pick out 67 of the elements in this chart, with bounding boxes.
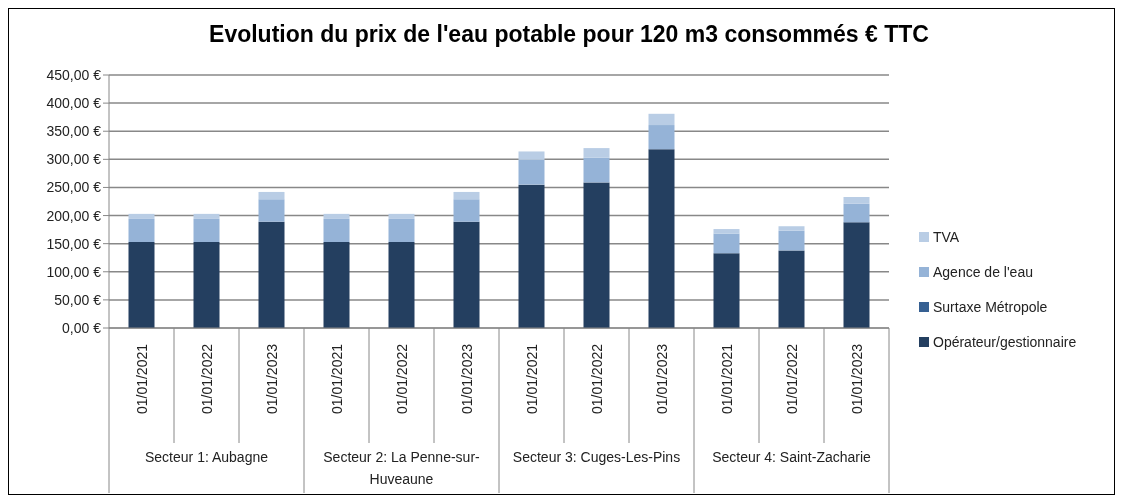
bar [518, 159, 545, 185]
bar [843, 222, 870, 328]
x-tick-label: 01/01/2023 [458, 343, 475, 415]
x-tick-label: 01/01/2021 [718, 343, 735, 415]
bar [128, 213, 155, 219]
legend-label: Opérateur/gestionnaire [933, 333, 1077, 350]
bar [323, 241, 350, 328]
x-tick-label: 01/01/2022 [198, 343, 215, 415]
text: Secteur 1: Aubagne [144, 448, 269, 467]
bar [843, 203, 870, 223]
x-tick-label: 01/01/2023 [653, 343, 670, 415]
bar [648, 125, 675, 150]
bar [258, 221, 285, 328]
x-tick-label: 01/01/2021 [133, 343, 150, 415]
legend-label: Surtaxe Métropole [933, 298, 1048, 315]
bar [128, 241, 155, 328]
y-tick-label: 100,00 € [46, 263, 102, 280]
bar [518, 184, 545, 328]
bar [388, 213, 415, 219]
bar [648, 113, 675, 126]
y-tick-label: 200,00 € [46, 207, 102, 224]
y-tick-label: 300,00 € [46, 151, 102, 168]
bar [713, 253, 740, 328]
y-tick-label: 250,00 € [46, 179, 102, 196]
x-tick-label: 01/01/2023 [848, 343, 865, 415]
legend-label: Agence de l'eau [933, 263, 1033, 280]
bar [713, 229, 740, 234]
bar [128, 218, 155, 242]
legend-label: TVA [933, 228, 960, 245]
bar [583, 182, 610, 328]
bar [778, 250, 805, 328]
x-tick-label: 01/01/2022 [393, 343, 410, 415]
bar [193, 213, 220, 219]
bar [453, 191, 480, 200]
bar [518, 151, 545, 160]
bar [453, 221, 480, 328]
bar [843, 197, 870, 204]
bar [583, 148, 610, 158]
y-tick-label: 400,00 € [46, 95, 102, 112]
bar [323, 213, 350, 219]
y-tick-label: 350,00 € [46, 123, 102, 140]
bar [323, 218, 350, 242]
x-tick-label: 01/01/2021 [523, 343, 540, 415]
bar [388, 241, 415, 328]
y-tick-label: 450,00 € [46, 66, 102, 83]
bar [713, 233, 740, 254]
x-tick-label: 01/01/2021 [328, 343, 345, 415]
y-tick-label: 50,00 € [54, 291, 102, 308]
x-tick-label: 01/01/2022 [588, 343, 605, 415]
text: Secteur 2: La Penne-sur-Huveaune [322, 448, 481, 489]
bar [193, 241, 220, 328]
bar [388, 218, 415, 242]
bar [583, 157, 610, 183]
text: Secteur 3: Cuges-Les-Pins [511, 448, 682, 467]
bar [778, 230, 805, 251]
bar [778, 226, 805, 231]
bar [193, 218, 220, 242]
bar [258, 199, 285, 222]
text: Secteur 4: Saint-Zacharie [711, 448, 872, 467]
bar [258, 191, 285, 200]
y-tick-label: 150,00 € [46, 235, 102, 252]
chart-title: Evolution du prix de l'eau potable pour 120 m3 consommés € TTC [208, 21, 930, 48]
y-tick-label: 0,00 € [62, 319, 102, 336]
x-tick-label: 01/01/2023 [263, 343, 280, 415]
x-tick-label: 01/01/2022 [783, 343, 800, 415]
bar [453, 199, 480, 222]
bar [648, 149, 675, 328]
